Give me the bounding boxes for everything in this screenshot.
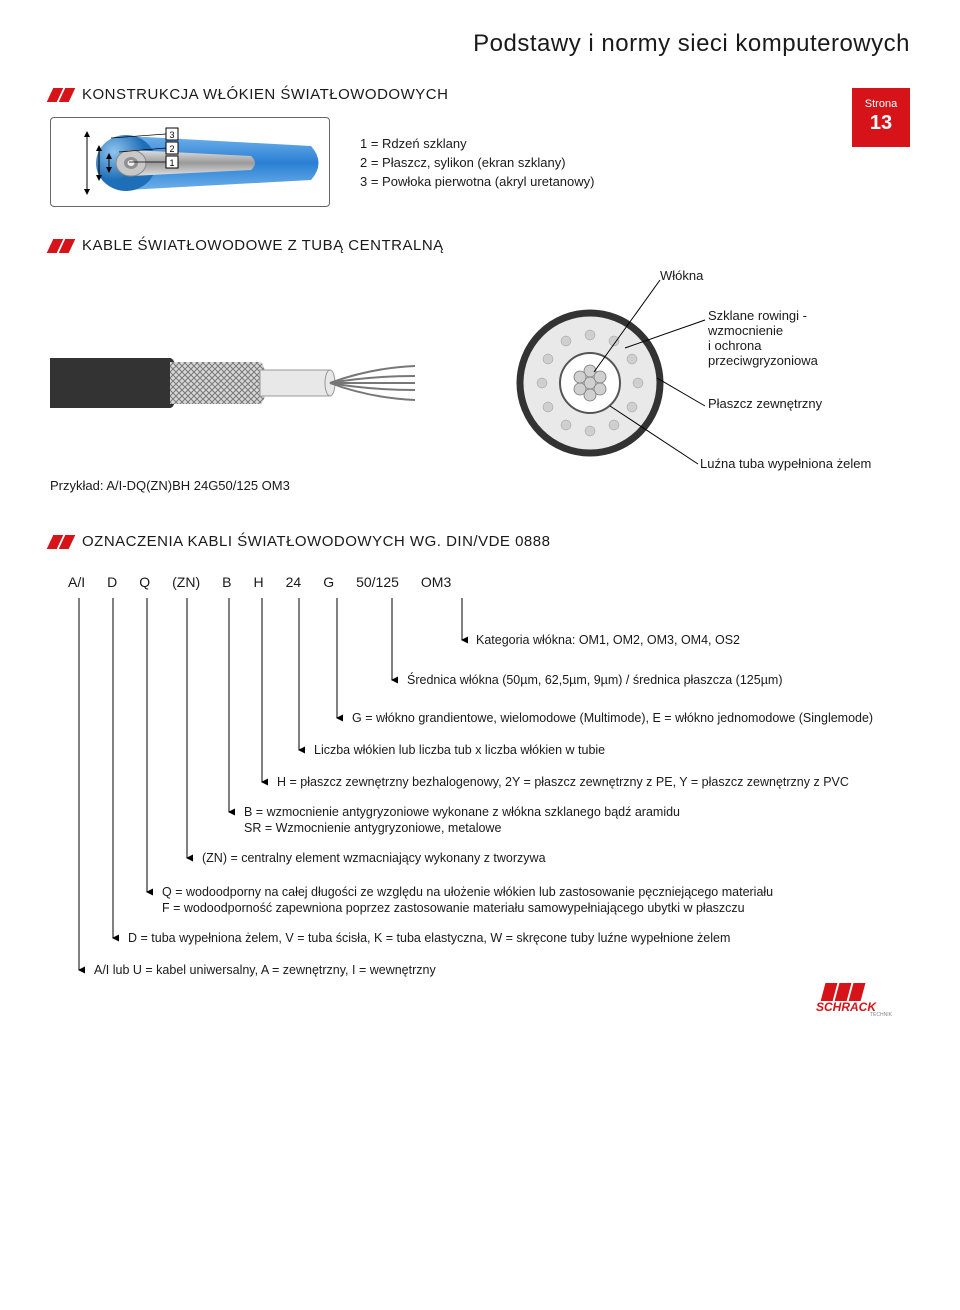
page-badge-number: 13 xyxy=(852,112,910,135)
section1-heading: KONSTRUKCJA WŁÓKIEN ŚWIATŁOWODOWYCH xyxy=(82,86,448,103)
code-50125: 50/125 xyxy=(356,574,399,590)
code-om3: OM3 xyxy=(421,574,451,590)
layer-tag-3: 3 xyxy=(166,128,178,140)
section1-header: KONSTRUKCJA WŁÓKIEN ŚWIATŁOWODOWYCH xyxy=(50,86,910,103)
decode-h: H = płaszcz zewnętrzny bezhalogenowy, 2Y… xyxy=(277,775,849,789)
svg-text:2: 2 xyxy=(169,144,174,154)
logo-subtext: TECHNIK xyxy=(870,1012,893,1017)
code-b: B xyxy=(222,574,231,590)
slash-icon xyxy=(50,239,74,253)
section2-header: KABLE ŚWIATŁOWODOWE Z TUBĄ CENTRALNĄ xyxy=(50,237,910,254)
designation-decode-diagram: Kategoria włókna: OM1, OM2, OM3, OM4, OS… xyxy=(62,598,902,988)
slash-icon xyxy=(50,88,74,102)
decode-f: F = wodoodporność zapewniona poprzez zas… xyxy=(162,901,745,915)
decode-g: G = włókno grandientowe, wielomodowe (Mu… xyxy=(352,711,873,725)
decode-ai: A/I lub U = kabel uniwersalny, A = zewnę… xyxy=(94,963,436,977)
label-strength: Szklane rowingi - wzmocnienie i ochrona … xyxy=(708,308,820,368)
code-h: H xyxy=(253,574,263,590)
fiber-layer-legend: 1 = Rdzeń szklany 2 = Płaszcz, sylikon (… xyxy=(360,136,594,189)
svg-text:3: 3 xyxy=(169,130,174,140)
code-zn: (ZN) xyxy=(172,574,200,590)
layer-tag-2: 2 xyxy=(166,142,178,154)
slash-icon xyxy=(50,535,74,549)
decode-dia: Średnica włókna (50µm, 62,5µm, 9µm) / śr… xyxy=(407,672,782,687)
cable-side-view xyxy=(50,348,420,418)
svg-text:1: 1 xyxy=(169,158,174,168)
layer1-label: 1 = Rdzeń szklany xyxy=(360,136,594,151)
label-tube: Luźna tuba wypełniona żelem xyxy=(700,456,871,471)
cable-cross-section: Włókna Szklane rowingi - wzmocnienie i o… xyxy=(460,268,820,498)
decode-om: Kategoria włókna: OM1, OM2, OM3, OM4, OS… xyxy=(476,633,740,647)
designation-code: A/I D Q (ZN) B H 24 G 50/125 OM3 xyxy=(68,574,910,590)
schrack-logo: SCHRACK TECHNIK xyxy=(810,981,910,1017)
section2-heading: KABLE ŚWIATŁOWODOWE Z TUBĄ CENTRALNĄ xyxy=(82,237,444,254)
label-jacket: Płaszcz zewnętrzny xyxy=(708,396,822,411)
page-title: Podstawy i normy sieci komputerowych xyxy=(50,30,910,58)
section3-header: OZNACZENIA KABLI ŚWIATŁOWODOWYCH WG. DIN… xyxy=(50,533,910,550)
decode-d: D = tuba wypełniona żelem, V = tuba ścis… xyxy=(128,931,730,945)
logo-text: SCHRACK xyxy=(816,1000,877,1014)
page-badge-label: Strona xyxy=(852,98,910,110)
layer2-label: 2 = Płaszcz, sylikon (ekran szklany) xyxy=(360,155,594,170)
decode-zn: (ZN) = centralny element wzmacniający wy… xyxy=(202,851,546,865)
decode-sr: SR = Wzmocnienie antygryzoniowe, metalow… xyxy=(244,821,501,835)
code-g: G xyxy=(323,574,334,590)
layer3-label: 3 = Powłoka pierwotna (akryl uretanowy) xyxy=(360,174,594,189)
label-fibers: Włókna xyxy=(660,268,703,283)
code-24: 24 xyxy=(286,574,302,590)
code-ai: A/I xyxy=(68,574,85,590)
fiber-construction-row: 3 2 1 1 = Rdzeń szklany 2 = Płaszcz, syl… xyxy=(50,117,910,207)
layer-tag-1: 1 xyxy=(166,156,178,168)
page-number-badge: Strona 13 xyxy=(852,88,910,147)
fiber-diagram: 3 2 1 xyxy=(50,117,330,207)
decode-b: B = wzmocnienie antygryzoniowe wykonane … xyxy=(244,805,680,819)
decode-q: Q = wodoodporny na całej długości ze wzg… xyxy=(162,885,773,899)
code-d: D xyxy=(107,574,117,590)
code-q: Q xyxy=(139,574,150,590)
central-tube-row: Włókna Szklane rowingi - wzmocnienie i o… xyxy=(50,268,910,498)
section3-heading: OZNACZENIA KABLI ŚWIATŁOWODOWYCH WG. DIN… xyxy=(82,533,550,550)
decode-count: Liczba włókien lub liczba tub x liczba w… xyxy=(314,743,605,757)
